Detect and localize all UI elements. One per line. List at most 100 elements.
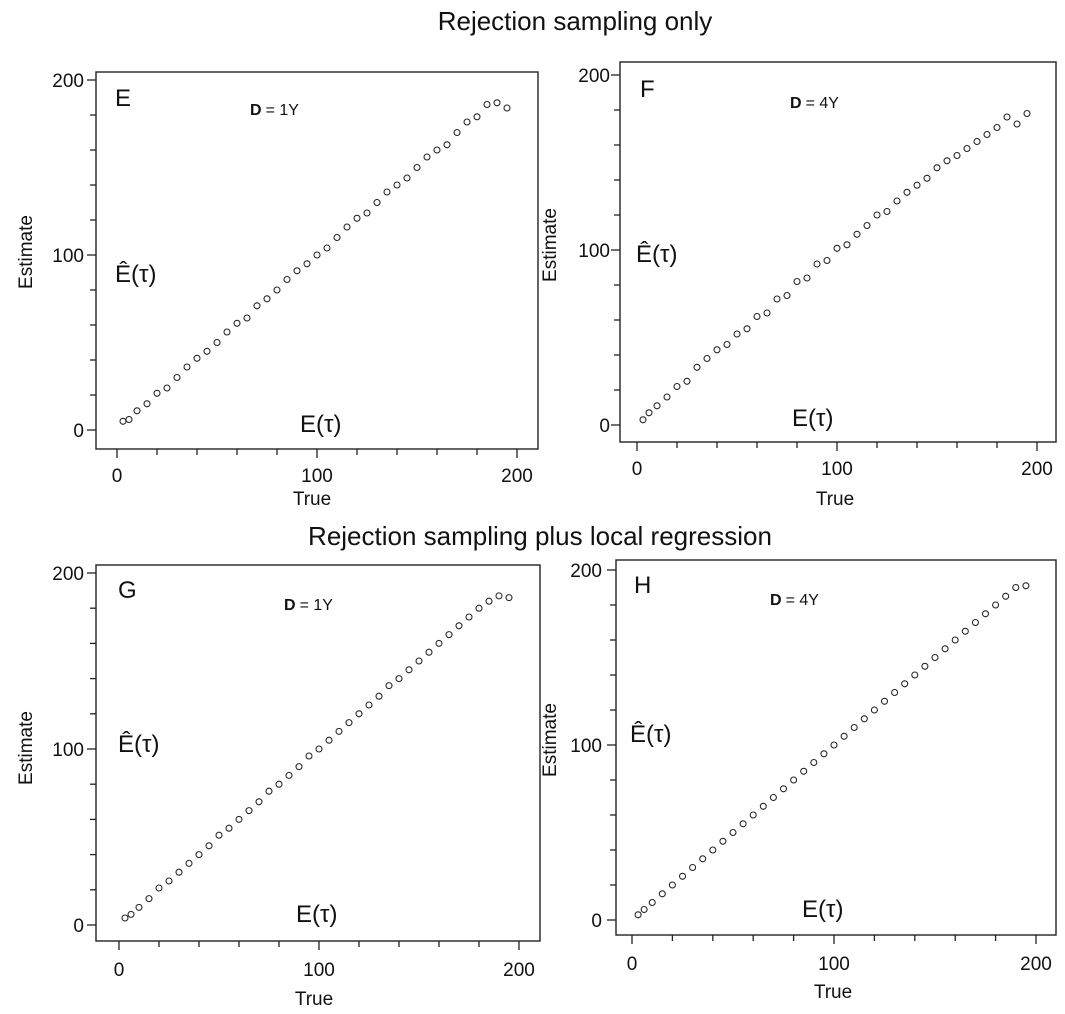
scatter-point (693, 363, 701, 371)
panel-g-ytick-0: 0 (73, 916, 84, 937)
panel-h-ylabel: Estimate (540, 703, 561, 777)
scatter-point (810, 758, 818, 767)
scatter-point (345, 719, 353, 727)
scatter-point (385, 682, 393, 690)
scatter-point (183, 363, 191, 371)
panel-e-ylabel: Estimate (16, 215, 37, 289)
scatter-point (658, 890, 666, 898)
scatter-point (265, 787, 273, 795)
scatter-point (285, 771, 293, 779)
scatter-point (873, 211, 881, 219)
panel-h-ytick-2: 200 (570, 561, 602, 582)
panel-e-xlabel: True (293, 489, 331, 510)
scatter-point (880, 697, 889, 705)
scatter-point (813, 260, 821, 268)
panel-g-xlabel: True (295, 989, 333, 1009)
panel-f-xtick-1: 100 (821, 459, 853, 480)
scatter-point (683, 377, 691, 385)
scatter-point (135, 903, 143, 911)
scatter-point (853, 230, 861, 238)
scatter-point (753, 312, 761, 321)
scatter-point (993, 123, 1001, 132)
panel-g-xtick-0: 0 (114, 960, 125, 981)
panel-e-xtick-2: 200 (501, 466, 533, 487)
scatter-point (465, 613, 473, 621)
scatter-point (860, 715, 868, 723)
scatter-point (723, 340, 731, 349)
scatter-point (175, 868, 183, 876)
scatter-point (992, 601, 1000, 609)
scatter-point (475, 604, 483, 612)
scatter-point (1012, 583, 1020, 592)
scatter-point (850, 723, 858, 732)
scatter-point (820, 750, 828, 758)
scatter-point (1013, 120, 1021, 128)
scatter-point (223, 328, 231, 336)
scatter-point (823, 256, 831, 265)
scatter-point (749, 811, 757, 819)
scatter-point (943, 157, 951, 165)
scatter-point (903, 188, 911, 196)
scatter-point (645, 409, 653, 417)
scatter-point (403, 174, 411, 182)
scatter-point (673, 382, 681, 391)
panel-h: H D = 4Y Ê(τ) E(τ) True Estimate 0 100 20… (540, 559, 1057, 1003)
panel-e-ytick-0: 0 (73, 421, 84, 442)
panel-h-ytick-0: 0 (591, 911, 602, 932)
scatter-point (713, 346, 721, 354)
panel-g-inner-ylabel: Ê(τ) (118, 731, 159, 758)
scatter-point (911, 671, 919, 679)
scatter-point (203, 347, 211, 355)
scatter-point (473, 113, 481, 121)
scatter-point (393, 181, 401, 189)
scatter-point (648, 898, 656, 907)
panel-f-ytick-2: 200 (578, 66, 610, 87)
scatter-point (790, 776, 798, 784)
panel-h-xtick-2: 200 (1020, 954, 1052, 975)
scatter-point (634, 911, 642, 919)
scatter-point (313, 251, 321, 259)
scatter-point (395, 675, 403, 683)
panel-g-inner-xlabel: E(τ) (296, 901, 337, 928)
scatter-point (121, 914, 129, 922)
scatter-point (283, 275, 291, 284)
scatter-point (973, 137, 981, 146)
scatter-point (703, 354, 711, 363)
panel-e-annotation-bold: D (250, 102, 262, 119)
scatter-point (653, 402, 661, 410)
panel-f-ylabel: Estimate (540, 208, 561, 282)
panel-g-xtick-1: 100 (303, 960, 335, 981)
scatter-point (1003, 113, 1011, 121)
panel-f-xtick-2: 200 (1021, 459, 1053, 480)
scatter-point (165, 877, 173, 885)
scatter-point (463, 118, 471, 126)
scatter-point (793, 277, 801, 286)
scatter-point (215, 831, 223, 839)
panel-g-annotation: D = 1Y (284, 597, 333, 614)
scatter-point (640, 905, 648, 914)
scatter-point (173, 373, 181, 382)
panel-h-inner-xlabel: E(τ) (802, 896, 843, 923)
panel-h-letter: H (634, 572, 651, 599)
scatter-point (883, 207, 891, 216)
panel-f-ytick-1: 100 (578, 241, 610, 262)
scatter-point (891, 688, 899, 697)
panel-f-inner-xlabel: E(τ) (792, 405, 833, 432)
scatter-point (143, 400, 151, 408)
scatter-point (763, 309, 771, 317)
panel-f-inner-ylabel: Ê(τ) (636, 241, 677, 268)
panel-h-ticks (607, 569, 1037, 944)
scatter-point (843, 241, 851, 249)
scatter-point (921, 662, 929, 670)
scatter-point (971, 618, 979, 627)
panel-g-annotation-text: = 1Y (300, 597, 334, 614)
scatter-point (243, 314, 251, 322)
scatter-point (951, 636, 959, 644)
section-title-top: Rejection sampling only (438, 6, 713, 36)
panel-g-ticks (87, 572, 520, 950)
scatter-point (325, 736, 333, 744)
panel-g-ytick-2: 200 (52, 564, 84, 585)
panel-h-annotation-bold: D (770, 592, 782, 609)
scatter-point (275, 780, 283, 788)
